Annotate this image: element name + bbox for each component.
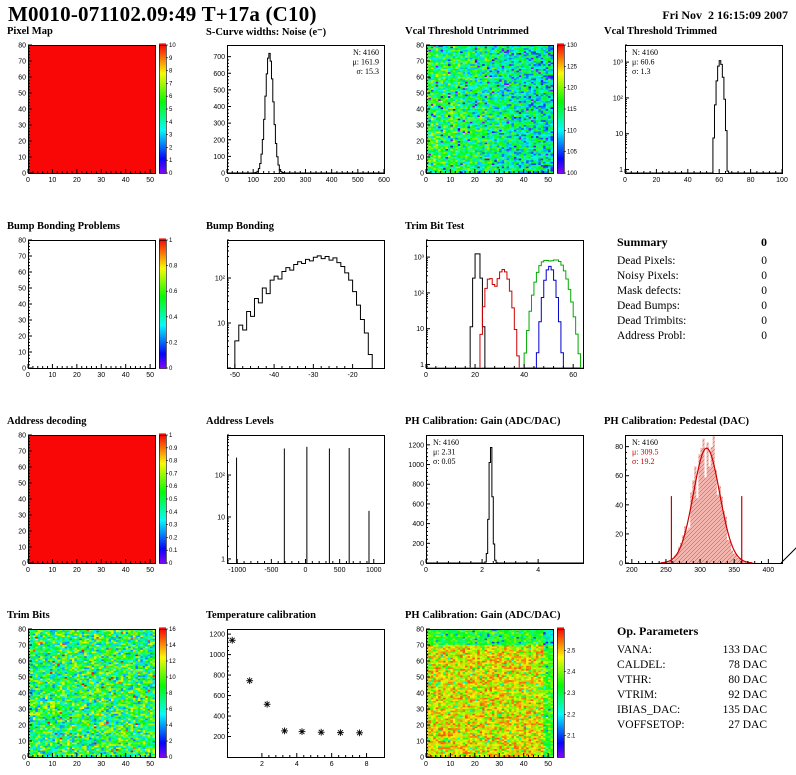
op-param-row: VANA: 133 DAC [617,644,767,656]
summary-total: 0 [761,235,767,249]
temp-cal-panel: Temperature calibration [199,610,398,775]
scurve-noise-panel: S-Curve widths: Noise (e⁻) [199,26,398,191]
summary-label: Dead Bumps: [617,300,680,312]
address-levels-canvas [199,429,398,581]
summary-label: Dead Pixels: [617,255,676,267]
op-param-label: VANA: [617,644,652,656]
panel-title: Vcal Threshold Trimmed [604,26,717,37]
op-param-label: VTHR: [617,674,652,686]
op-parameters-block: Op. Parameters VANA: 133 DAC CALDEL: 78 DA… [597,610,796,731]
summary-value: 0 [761,285,767,297]
summary-value: 0 [761,300,767,312]
trim-bits-panel: Trim Bits [0,610,199,775]
op-param-value: 78 DAC [728,659,767,671]
panel-title: Vcal Threshold Untrimmed [405,26,529,37]
panel-title: Trim Bits [7,610,50,621]
summary-value: 0 [761,315,767,327]
page-title: M0010-071102.09:49 T+17a (C10) [8,2,317,26]
bump-problems-canvas [0,234,199,386]
summary-row: Dead Pixels: 0 [617,255,767,267]
op-param-value: 27 DAC [728,719,767,731]
ph-pedestal-panel: PH Calibration: Pedestal (DAC) [597,416,796,581]
temp-cal-canvas [199,623,398,775]
address-decoding-canvas [0,429,199,581]
summary-row: Address Probl: 0 [617,330,767,342]
summary-label: Mask defects: [617,285,682,297]
op-param-row: IBIAS_DAC: 135 DAC [617,704,767,716]
op-param-value: 92 DAC [728,689,767,701]
summary-row: Mask defects: 0 [617,285,767,297]
panel-title: Bump Bonding Problems [7,221,121,232]
ph-gain-map-canvas [398,623,597,775]
summary-label: Address Probl: [617,330,686,342]
ph-gain-hist-canvas [398,429,597,581]
ph-gain-map-panel: PH Calibration: Gain (ADC/DAC) [398,610,597,775]
summary-label: Noisy Pixels: [617,270,679,282]
vcal-untrimmed-canvas [398,39,597,191]
pixel-map-panel: Pixel Map [0,26,199,191]
panel-title: Address decoding [7,416,87,427]
panel-title: Bump Bonding [206,221,274,232]
trim-bit-test-canvas [398,234,597,386]
ph-pedestal-canvas [597,429,796,581]
summary-value: 0 [761,270,767,282]
summary-label: Dead Trimbits: [617,315,687,327]
summary-value: 0 [761,330,767,342]
pixel-map-canvas [0,39,199,191]
vcal-trimmed-canvas [597,39,796,191]
page-datetime: Fri Nov 2 16:15:09 2007 [662,8,788,22]
summary-panel: Summary 0 Dead Pixels: 0 Noisy Pixels: 0 M… [597,221,796,342]
bump-bonding-canvas [199,234,398,386]
ph-gain-hist-panel: PH Calibration: Gain (ADC/DAC) [398,416,597,581]
bump-problems-panel: Bump Bonding Problems [0,221,199,386]
op-param-row: VTHR: 80 DAC [617,674,767,686]
op-param-value: 133 DAC [722,644,767,656]
vcal-untrimmed-panel: Vcal Threshold Untrimmed [398,26,597,191]
panel-title: Trim Bit Test [405,221,465,232]
panel-title: PH Calibration: Pedestal (DAC) [604,416,749,427]
op-param-row: VOFFSETOP: 27 DAC [617,719,767,731]
summary-row: Dead Trimbits: 0 [617,315,767,327]
op-param-row: CALDEL: 78 DAC [617,659,767,671]
op-parameters-title: Op. Parameters [617,624,699,638]
vcal-trimmed-panel: Vcal Threshold Trimmed [597,26,796,191]
address-levels-panel: Address Levels [199,416,398,581]
panel-title: PH Calibration: Gain (ADC/DAC) [405,610,561,621]
panel-title: Temperature calibration [206,610,316,621]
trim-bit-test-panel: Trim Bit Test [398,221,597,386]
op-param-row: VTRIM: 92 DAC [617,689,767,701]
scurve-noise-canvas [199,39,398,191]
op-param-value: 80 DAC [728,674,767,686]
summary-value: 0 [761,255,767,267]
op-parameters-panel: Op. Parameters VANA: 133 DAC CALDEL: 78 DA… [597,610,796,731]
address-decoding-panel: Address decoding [0,416,199,581]
trim-bits-canvas [0,623,199,775]
summary-row: Dead Bumps: 0 [617,300,767,312]
op-param-label: VOFFSETOP: [617,719,685,731]
panel-title: Pixel Map [7,26,53,37]
summary-row: Noisy Pixels: 0 [617,270,767,282]
op-param-value: 135 DAC [722,704,767,716]
panel-title: Address Levels [206,416,274,427]
op-param-label: VTRIM: [617,689,658,701]
summary-title: Summary [617,235,668,249]
op-param-label: CALDEL: [617,659,666,671]
summary-block: Summary 0 Dead Pixels: 0 Noisy Pixels: 0 M… [597,221,796,342]
bump-bonding-panel: Bump Bonding [199,221,398,386]
panel-title: S-Curve widths: Noise (e⁻) [206,27,327,38]
panel-title: PH Calibration: Gain (ADC/DAC) [405,416,561,427]
op-param-label: IBIAS_DAC: [617,704,681,716]
